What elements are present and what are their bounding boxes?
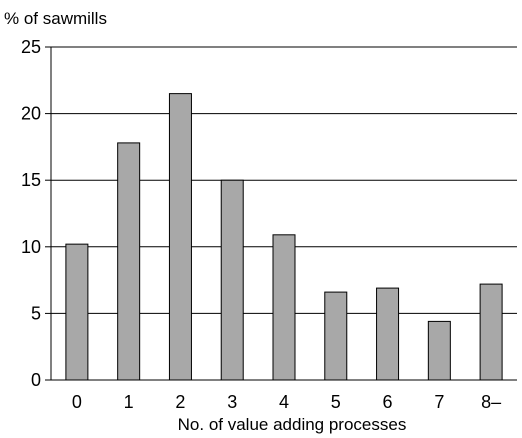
x-tick-label: 5 bbox=[331, 392, 341, 412]
y-tick-label: 5 bbox=[31, 303, 41, 323]
x-tick-label: 4 bbox=[279, 392, 289, 412]
x-tick-label: 8– bbox=[481, 392, 501, 412]
x-tick-label: 3 bbox=[227, 392, 237, 412]
bar-8– bbox=[479, 283, 503, 381]
y-tick-label: 25 bbox=[21, 37, 41, 57]
y-tick-labels: 0 5 10 15 20 25 bbox=[21, 37, 41, 390]
x-tick-label: 0 bbox=[72, 392, 82, 412]
bars bbox=[65, 93, 503, 381]
y-tick-label: 15 bbox=[21, 170, 41, 190]
x-tick-label: 7 bbox=[434, 392, 444, 412]
bar-6 bbox=[376, 287, 400, 381]
y-tick-label: 10 bbox=[21, 237, 41, 257]
bar-2 bbox=[168, 93, 192, 381]
x-tick-label: 6 bbox=[383, 392, 393, 412]
x-tick-label: 1 bbox=[124, 392, 134, 412]
bar-0 bbox=[65, 243, 89, 381]
y-tick-label: 0 bbox=[31, 370, 41, 390]
axes bbox=[50, 47, 517, 381]
bar-7 bbox=[427, 320, 451, 381]
bar-1 bbox=[117, 142, 141, 381]
y-tick-label: 20 bbox=[21, 104, 41, 124]
bar-5 bbox=[324, 291, 348, 381]
bar-3 bbox=[220, 179, 244, 381]
y-axis-label: % of sawmills bbox=[4, 9, 107, 28]
x-tick-label: 2 bbox=[175, 392, 185, 412]
x-tick-labels: 0 1 2 3 4 5 6 7 8– bbox=[72, 392, 501, 412]
bar-4 bbox=[272, 234, 296, 381]
x-axis-label: No. of value adding processes bbox=[178, 415, 407, 434]
